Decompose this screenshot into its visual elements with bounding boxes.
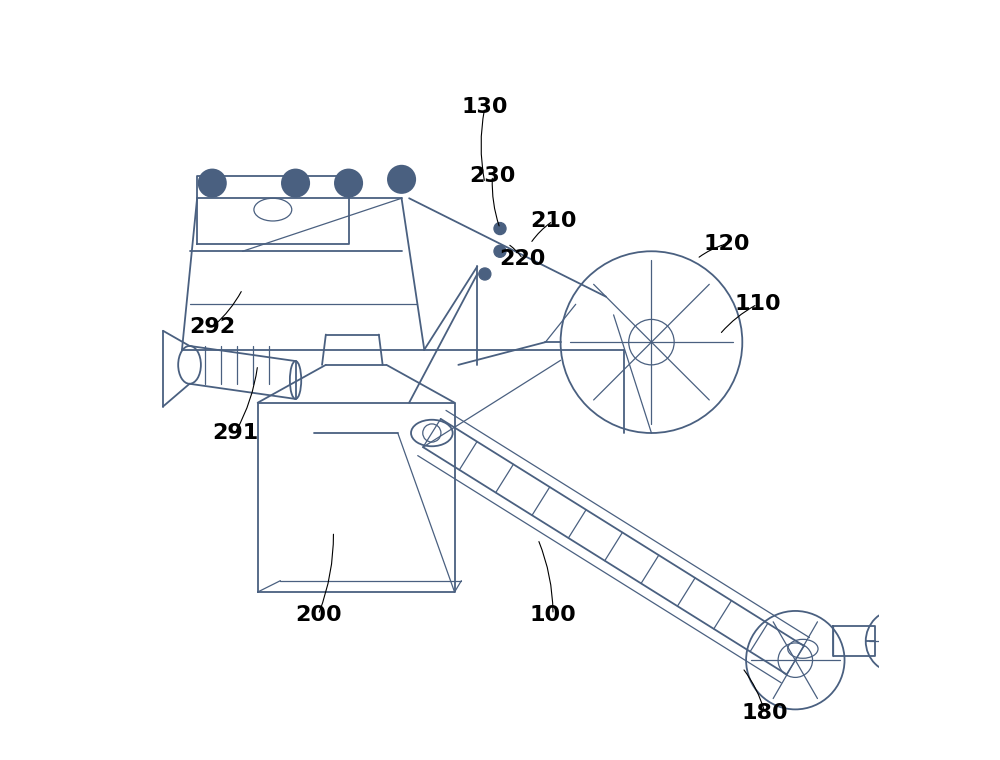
Text: 130: 130 [462, 97, 508, 117]
Circle shape [335, 169, 362, 197]
Text: 292: 292 [189, 317, 235, 337]
Circle shape [494, 245, 506, 258]
Text: 220: 220 [500, 249, 546, 269]
Circle shape [479, 268, 491, 280]
Text: 291: 291 [212, 423, 258, 443]
Text: 200: 200 [295, 605, 342, 625]
Circle shape [199, 169, 226, 197]
Text: 100: 100 [530, 605, 576, 625]
Text: 230: 230 [469, 166, 516, 185]
Circle shape [494, 223, 506, 235]
Circle shape [388, 166, 415, 193]
Text: 120: 120 [704, 233, 750, 254]
Text: 210: 210 [530, 211, 576, 231]
Text: 110: 110 [734, 294, 781, 315]
Text: 180: 180 [742, 703, 788, 724]
Circle shape [282, 169, 309, 197]
